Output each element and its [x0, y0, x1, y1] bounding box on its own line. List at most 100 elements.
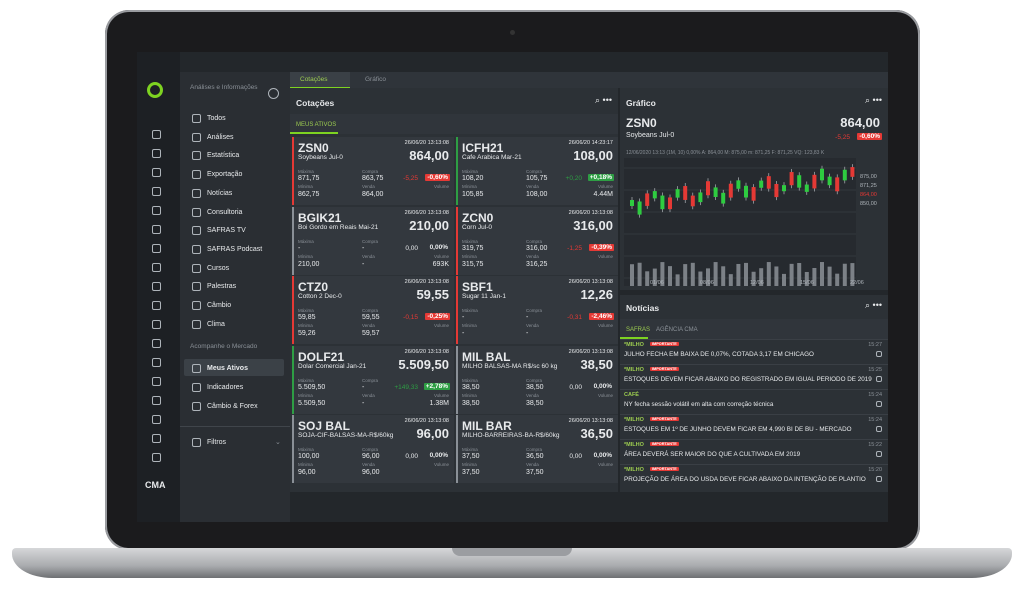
divider: [180, 426, 290, 427]
filter[interactable]: Filtros: [207, 439, 227, 446]
news-headline[interactable]: PROJEÇÃO DE ÁREA DO USDA DEVE FICAR ABAI…: [624, 476, 866, 483]
news-tab[interactable]: AGÊNCIA CMA: [656, 327, 698, 333]
nav-icon[interactable]: [152, 282, 161, 291]
candle-body: [804, 184, 809, 192]
nav-icon[interactable]: [152, 244, 161, 253]
news-time: 15:24: [868, 417, 882, 423]
panel-tools[interactable]: ⌕ •••: [595, 95, 612, 105]
news-headline[interactable]: JULHO FECHA EM BAIXA DE 0,07%, COTADA 3,…: [624, 351, 814, 358]
volume-bar: [637, 262, 642, 286]
nav-icon[interactable]: [152, 130, 161, 139]
candle-body: [842, 169, 847, 181]
news-tag[interactable]: *MILHO: [624, 442, 644, 448]
menu-item[interactable]: Indicadores: [207, 384, 244, 391]
symbol: ZCN0: [462, 210, 494, 225]
menu-item[interactable]: SAFRAS TV: [207, 227, 246, 235]
menu-item[interactable]: SAFRAS Podcast: [207, 245, 263, 253]
nav-icon[interactable]: [152, 301, 161, 310]
logo-icon: [147, 82, 163, 98]
logo-text: CMA: [145, 480, 166, 490]
news-headline[interactable]: NY fecha sessão volátil em alta com corr…: [624, 401, 774, 408]
news-headline[interactable]: ESTOQUES EM 1º DE JUNHO DEVEM FICAR EM 4…: [624, 426, 852, 433]
candle-body: [668, 197, 672, 210]
news-tag[interactable]: CAFÉ: [624, 392, 639, 398]
quote-card[interactable]: MIL BAL 26/06/20 13:13:08 38,50 MILHO BALSA…: [456, 345, 618, 414]
nav-icon[interactable]: [152, 187, 161, 196]
news-headline[interactable]: ÁREA DEVERÁ SER MAIOR DO QUE A CULTIVADA…: [624, 451, 801, 458]
label: Volume: [597, 323, 613, 328]
price: 864,00: [840, 115, 880, 130]
nav-icon[interactable]: [152, 377, 161, 386]
panel-tools[interactable]: ⌕ •••: [865, 300, 882, 310]
tab[interactable]: Cotações: [300, 76, 328, 83]
menu-item[interactable]: Estatística: [207, 152, 240, 160]
nav-icon[interactable]: [152, 339, 161, 348]
news-time: 15:25: [868, 367, 882, 373]
label: Mínima: [462, 253, 477, 259]
settings-icon[interactable]: [268, 88, 279, 99]
menu-item[interactable]: Exportação: [207, 171, 243, 179]
change-pct: -0,25%: [425, 313, 450, 320]
quote-card[interactable]: ZSN0 26/06/20 13:13:08 864,00 Soybeans Jul-…: [292, 137, 454, 205]
nav-icon[interactable]: [152, 206, 161, 215]
name: Sugar 11 Jan-1: [462, 293, 506, 300]
name: MILHO BALSAS-MA R$/sc 60 kg: [462, 362, 558, 370]
news-tag[interactable]: *MILHO: [624, 367, 644, 373]
quote-card[interactable]: CTZ0 26/06/20 13:13:08 59,55 Cotton 2 Dec-0…: [292, 276, 454, 344]
news-tag[interactable]: *MILHO: [624, 417, 644, 423]
nav-icon[interactable]: [152, 415, 161, 424]
quote-card[interactable]: MIL BAR 26/06/20 13:13:08 36,50 MILHO-BARRE…: [456, 415, 618, 483]
menu-item[interactable]: Notícias: [207, 189, 233, 197]
menu-item[interactable]: Palestras: [207, 283, 237, 291]
menu-item[interactable]: Meus Ativos: [207, 365, 248, 372]
label: Compra: [362, 238, 379, 244]
x-tick-label: 01/06: [650, 280, 664, 286]
news-tag[interactable]: *MILHO: [624, 342, 644, 348]
menu-item[interactable]: Clima: [207, 320, 225, 328]
price: 316,00: [573, 217, 613, 233]
nav-icon[interactable]: [152, 263, 161, 272]
trend-strip: [292, 415, 294, 483]
candle-body: [652, 191, 657, 199]
news-headline[interactable]: ESTOQUES DEVEM FICAR ABAIXO DO REGISTRAD…: [624, 376, 872, 383]
menu-icon: [192, 263, 201, 273]
panel-tools[interactable]: ⌕ •••: [865, 95, 882, 105]
value: 100,00: [298, 453, 320, 460]
quote-card[interactable]: ZCN0 26/06/20 13:13:08 316,00 Corn Jul-0 Máx…: [456, 206, 618, 275]
menu-item[interactable]: Todos: [207, 115, 226, 122]
tab[interactable]: Gráfico: [365, 76, 386, 83]
nav-icon[interactable]: [152, 434, 161, 443]
nav-icon[interactable]: [152, 225, 161, 234]
news-tab[interactable]: SAFRAS: [626, 327, 651, 333]
menu-icon: [192, 188, 201, 198]
nav-icon[interactable]: [152, 149, 161, 158]
menu-item[interactable]: Consultoria: [207, 208, 243, 216]
quote-card[interactable]: ICFH21 26/06/20 14:23:17 108,00 Cafe Arabic…: [456, 137, 618, 205]
nav-icon[interactable]: [152, 320, 161, 329]
candle-body: [827, 176, 832, 186]
nav-icon[interactable]: [152, 168, 161, 177]
volume-bar: [744, 262, 748, 286]
subtab[interactable]: MEUS ATIVOS: [296, 122, 337, 128]
menu-item[interactable]: Câmbio & Forex: [207, 403, 258, 410]
value: 38,50: [462, 399, 480, 407]
nav-icon[interactable]: [152, 358, 161, 367]
value: -: [526, 330, 529, 337]
quote-card[interactable]: SOJ BAL 26/06/20 13:13:08 96,00 SOJA-CIF-BA…: [292, 415, 454, 483]
volume-bar: [782, 273, 786, 286]
quote-card[interactable]: BGIK21 26/06/20 13:13:08 210,00 Boi Gordo e…: [292, 206, 454, 275]
nav-icon[interactable]: [152, 453, 161, 462]
news-icon: [876, 426, 882, 432]
menu-item[interactable]: Câmbio: [207, 302, 232, 309]
symbol: MIL BAR: [462, 419, 512, 433]
nav-icon[interactable]: [152, 396, 161, 405]
label: Máxima: [462, 238, 478, 244]
menu-item[interactable]: Análises: [207, 133, 234, 141]
news-tag[interactable]: *MILHO: [624, 467, 644, 473]
quote-card[interactable]: DOLF21 26/06/20 13:13:08 5.509,50 Dolar Com…: [292, 345, 454, 414]
time: 26/06/20 13:13:08: [568, 418, 613, 424]
quote-card[interactable]: SBF1 26/06/20 13:13:08 12,26 Sugar 11 Jan-1…: [456, 276, 618, 344]
name: Cafe Arabica Mar-21: [462, 154, 522, 161]
menu-item[interactable]: Cursos: [207, 264, 230, 272]
menu-active: [184, 359, 284, 376]
